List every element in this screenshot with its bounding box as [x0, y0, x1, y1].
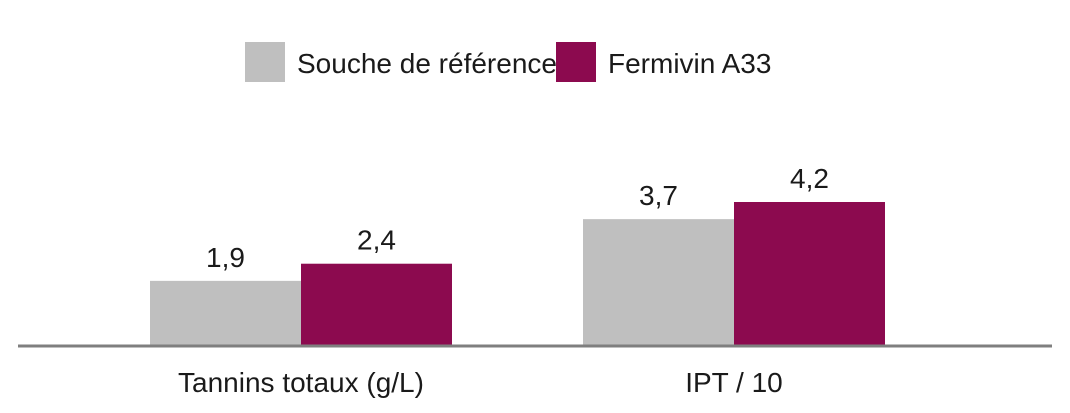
category-label-1: Tannins totaux (g/L) [178, 367, 424, 398]
legend-swatch-2 [556, 42, 596, 82]
category-labels: Tannins totaux (g/L) IPT / 10 [178, 367, 783, 398]
value-labels: 1,9 2,4 3,7 4,2 [206, 163, 829, 273]
data-label-1-2: 3,7 [639, 180, 678, 211]
bar-2-1 [301, 263, 452, 346]
bar-1-1 [150, 280, 301, 346]
data-label-2-2: 4,2 [790, 163, 829, 194]
legend: Souche de référence Fermivin A33 [245, 42, 771, 82]
bars [150, 202, 885, 346]
data-label-2-1: 2,4 [357, 225, 396, 256]
bar-2-2 [734, 202, 885, 346]
bar-1-2 [583, 219, 734, 346]
category-label-2: IPT / 10 [685, 367, 783, 398]
legend-label-2: Fermivin A33 [608, 48, 771, 79]
data-label-1-1: 1,9 [206, 242, 245, 273]
legend-label-1: Souche de référence [297, 48, 557, 79]
legend-swatch-1 [245, 42, 285, 82]
